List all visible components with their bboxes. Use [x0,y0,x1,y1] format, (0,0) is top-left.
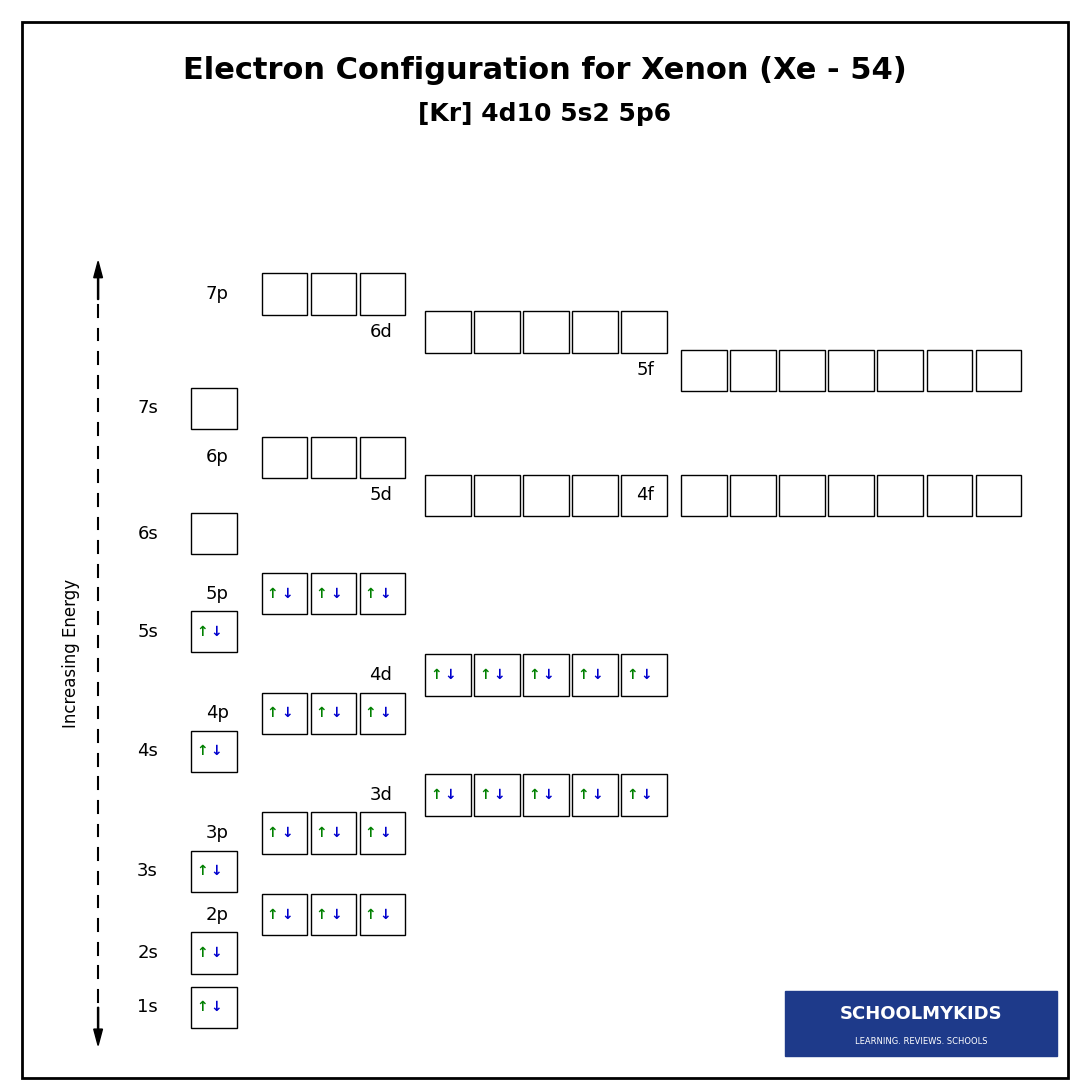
Text: ↑: ↑ [316,908,327,921]
Text: 5p: 5p [206,585,229,602]
Text: ↓: ↓ [641,788,652,802]
Text: ↑: ↑ [578,788,589,802]
Text: ↓: ↓ [210,865,221,878]
Text: ↑: ↑ [267,827,278,840]
Text: ↑: ↑ [316,707,327,720]
Text: ↓: ↓ [379,827,390,840]
Text: 2p: 2p [206,906,229,923]
Text: ↓: ↓ [445,669,456,682]
Text: 7s: 7s [137,400,158,417]
Text: ↑: ↑ [316,827,327,840]
Text: ↓: ↓ [494,669,505,682]
Text: ↓: ↓ [330,908,341,921]
Text: ↓: ↓ [281,827,292,840]
Text: LEARNING. REVIEWS. SCHOOLS: LEARNING. REVIEWS. SCHOOLS [855,1038,988,1047]
Text: ↑: ↑ [196,745,207,758]
Text: 4p: 4p [206,705,229,722]
Text: ↓: ↓ [330,587,341,600]
Text: 3d: 3d [370,786,392,804]
Text: ↓: ↓ [281,707,292,720]
Text: ↑: ↑ [627,669,638,682]
Text: 5f: 5f [637,362,654,379]
Text: ↓: ↓ [592,669,603,682]
Text: ↑: ↑ [267,707,278,720]
Text: ↑: ↑ [365,827,376,840]
Text: ↑: ↑ [365,587,376,600]
Text: 6s: 6s [137,525,158,542]
Text: 3s: 3s [137,862,158,880]
Text: ↑: ↑ [196,1001,207,1014]
Text: ↑: ↑ [365,707,376,720]
Text: ↓: ↓ [379,707,390,720]
Text: ↑: ↑ [196,625,207,638]
Text: 2s: 2s [137,944,158,962]
Text: ↓: ↓ [641,669,652,682]
Text: 5d: 5d [370,487,392,504]
Text: ↓: ↓ [330,707,341,720]
Text: ↓: ↓ [445,788,456,802]
Text: ↑: ↑ [578,669,589,682]
Text: 7p: 7p [206,285,229,303]
Text: 4s: 4s [137,743,158,760]
Text: ↓: ↓ [281,587,292,600]
Text: 4f: 4f [637,487,654,504]
Text: Increasing Energy: Increasing Energy [62,579,80,727]
Text: ↑: ↑ [627,788,638,802]
Text: 3p: 3p [206,824,229,842]
Text: ↑: ↑ [365,908,376,921]
Text: 1s: 1s [137,999,158,1016]
Text: ↑: ↑ [431,788,441,802]
Text: ↓: ↓ [210,625,221,638]
Text: ↑: ↑ [529,788,540,802]
Text: ↑: ↑ [480,788,491,802]
Text: 6d: 6d [370,323,392,341]
Text: ↑: ↑ [316,587,327,600]
Text: Electron Configuration for Xenon (Xe - 54): Electron Configuration for Xenon (Xe - 5… [183,57,907,85]
Text: ↓: ↓ [543,669,554,682]
Text: ↑: ↑ [267,908,278,921]
Text: ↓: ↓ [592,788,603,802]
Text: ↑: ↑ [196,946,207,959]
Text: ↑: ↑ [196,865,207,878]
Text: 6p: 6p [206,449,229,466]
Text: ↑: ↑ [267,587,278,600]
Text: ↓: ↓ [543,788,554,802]
Text: [Kr] 4d10 5s2 5p6: [Kr] 4d10 5s2 5p6 [419,102,671,126]
Text: 5s: 5s [137,623,158,640]
Text: ↓: ↓ [281,908,292,921]
Text: ↓: ↓ [210,745,221,758]
Text: ↑: ↑ [529,669,540,682]
Text: ↓: ↓ [210,946,221,959]
Text: SCHOOLMYKIDS: SCHOOLMYKIDS [839,1005,1003,1023]
Text: ↓: ↓ [379,908,390,921]
Text: ↓: ↓ [330,827,341,840]
Text: 4d: 4d [370,666,392,684]
Text: ↓: ↓ [379,587,390,600]
Text: ↓: ↓ [210,1001,221,1014]
Text: ↑: ↑ [480,669,491,682]
Text: ↓: ↓ [494,788,505,802]
Text: ↑: ↑ [431,669,441,682]
